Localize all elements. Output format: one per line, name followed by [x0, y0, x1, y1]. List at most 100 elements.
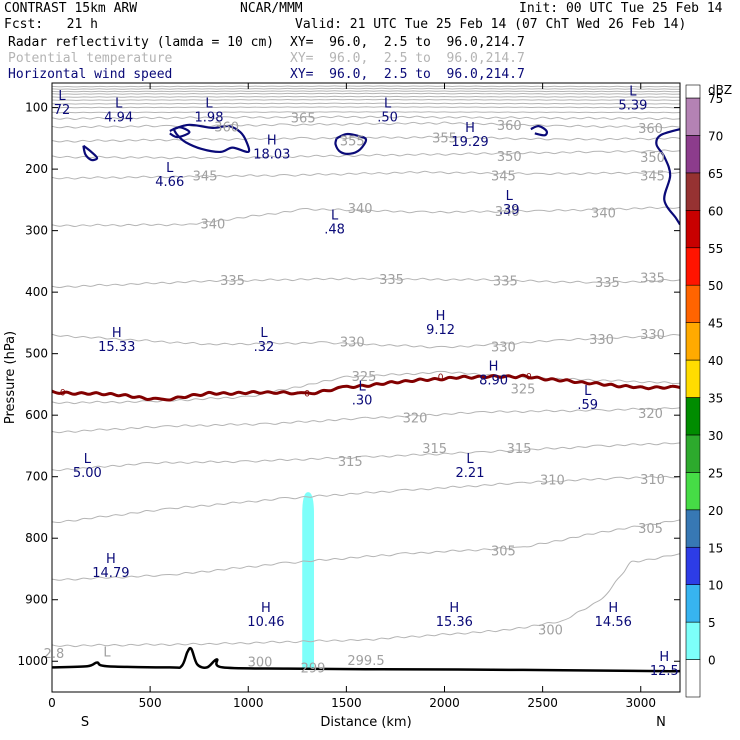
theta-label: 360 — [214, 120, 239, 135]
theta-label: 360 — [497, 119, 522, 134]
colorbar-label: 10 — [708, 579, 723, 593]
wind-extremum-value: 10.46 — [247, 615, 284, 630]
x-tick-label: 1500 — [331, 696, 362, 710]
wind-extremum-type: L — [84, 452, 92, 467]
wind-extremum-value: .59 — [577, 398, 598, 413]
theta-label: 299.5 — [347, 654, 384, 669]
valid-time: Valid: 21 UTC Tue 25 Feb 14 (07 ChT Wed … — [295, 17, 687, 32]
colorbar-unit: dBZ — [708, 83, 732, 97]
colorbar-swatch — [685, 97, 701, 136]
wind-extremum-type: L — [384, 97, 392, 112]
plot-frame — [51, 82, 681, 693]
theta-label: 360 — [638, 122, 663, 137]
theta-label: 300 — [538, 623, 563, 638]
theta-label: 299 — [301, 662, 326, 677]
wind-contour-20 — [172, 123, 251, 154]
wind-contour-20 — [334, 132, 368, 155]
theta-contour-320 — [52, 407, 680, 434]
freezing-level-label: 0 — [304, 390, 310, 400]
xy-reflectivity: XY= 96.0, 2.5 to 96.0,214.7 — [290, 35, 525, 50]
theta-contour-315 — [52, 442, 680, 472]
wind-extremum-value: 5.00 — [73, 466, 102, 481]
wind-extremum-value: 5.39 — [618, 98, 647, 113]
x-tick-label: 2000 — [429, 696, 460, 710]
terrain-line — [52, 646, 680, 673]
wind-extremum-type: L — [629, 84, 637, 99]
wind-extremum-value: 8.90 — [479, 373, 508, 388]
y-tick-label: 900 — [25, 593, 48, 607]
freezing-level-label: 0 — [60, 388, 66, 398]
theta-label: 335 — [493, 275, 518, 290]
theta-label: 350 — [640, 151, 665, 166]
plot-source: NCAR/MMM — [240, 1, 303, 16]
theta-label: 350 — [497, 150, 522, 165]
wind-extremum-value: .32 — [254, 340, 275, 355]
y-tick-label: 300 — [25, 224, 48, 238]
xy-wind: XY= 96.0, 2.5 to 96.0,214.7 — [290, 67, 525, 82]
theta-label: 305 — [638, 522, 663, 537]
wind-extremum-type: H — [106, 552, 116, 567]
theta-label: 335 — [220, 274, 245, 289]
theta-contour-305 — [52, 519, 680, 581]
wind-extremum-type: H — [449, 601, 459, 616]
theta-contour-420 — [52, 92, 680, 95]
wind-extremum-value: 72 — [54, 103, 71, 118]
init-time: Init: 00 UTC Tue 25 Feb 14 — [519, 1, 723, 16]
wind-extremum-value: 14.56 — [595, 615, 632, 630]
theta-label: 330 — [340, 336, 365, 351]
theta-contour-340 — [52, 206, 680, 228]
theta-label: 340 — [495, 205, 520, 220]
freezing-level-label: 0 — [438, 373, 444, 383]
colorbar-swatch — [685, 434, 701, 473]
theta-label: 2.8 — [44, 647, 65, 662]
theta-label: 345 — [491, 170, 516, 185]
theta-label: 330 — [491, 341, 516, 356]
colorbar-swatch — [685, 584, 701, 623]
colorbar-label: 60 — [708, 204, 723, 218]
theta-contour-370 — [52, 111, 680, 114]
theta-label: 355 — [432, 131, 457, 146]
x-tick-label: 2500 — [527, 696, 558, 710]
theta-contour-310 — [52, 475, 680, 524]
colorbar-label: 35 — [708, 392, 723, 406]
colorbar-label: 15 — [708, 541, 723, 555]
forecast-hour: Fcst: 21 h — [4, 17, 98, 32]
theta-contour-350 — [52, 149, 680, 160]
theta-contour-400 — [52, 98, 680, 101]
wind-extremum-value: .39 — [499, 203, 520, 218]
wind-extremum-type: H — [608, 601, 618, 616]
colorbar-label: 65 — [708, 167, 723, 181]
theta-label: 335 — [640, 272, 665, 287]
wind-extremum-value: .48 — [324, 223, 345, 238]
theta-label: 300 — [248, 655, 273, 670]
y-tick-label: 400 — [25, 285, 48, 299]
colorbar-label: 55 — [708, 242, 723, 256]
theta-label: 330 — [640, 328, 665, 343]
colorbar-label: 5 — [708, 616, 716, 630]
x-axis-label: Distance (km) — [320, 715, 411, 730]
colorbar-label: 40 — [708, 354, 723, 368]
colorbar-swatch — [685, 322, 701, 361]
x-tick-label: 500 — [139, 696, 162, 710]
theta-label: 365 — [291, 112, 316, 127]
colorbar-swatch — [685, 284, 701, 323]
wind-extremum-type: H — [267, 134, 277, 149]
legend-reflectivity: Radar reflectivity (lamda = 10 cm) — [8, 35, 275, 50]
theta-label: 315 — [338, 455, 363, 470]
wind-extremum-value: 12.5 — [650, 664, 679, 679]
y-tick-label: 600 — [25, 408, 48, 422]
wind-extremum-value: 19.29 — [451, 135, 488, 150]
theta-contour-335 — [52, 277, 680, 289]
theta-label: 335 — [379, 273, 404, 288]
wind-extremum-value: .30 — [352, 394, 373, 409]
colorbar-swatch — [685, 359, 701, 398]
plot-title: CONTRAST 15km ARW — [4, 1, 138, 16]
x-tick-label: 0 — [48, 696, 56, 710]
wind-extremum-type: H — [436, 309, 446, 324]
theta-contour-390 — [52, 102, 680, 105]
theta-contour-345 — [52, 170, 680, 180]
xy-theta: XY= 96.0, 2.5 to 96.0,214.7 — [290, 51, 525, 66]
wind-extremum-value: 4.94 — [104, 111, 133, 126]
y-tick-label: 800 — [25, 531, 48, 545]
theta-contour-365 — [52, 115, 680, 121]
